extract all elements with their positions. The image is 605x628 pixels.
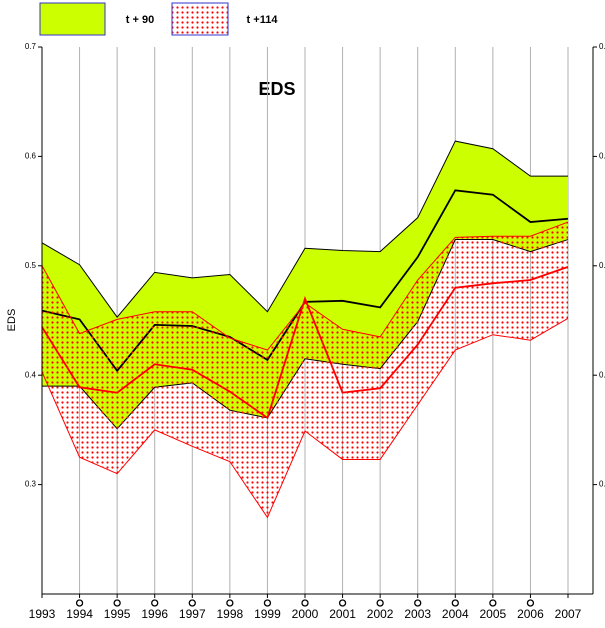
x-tick-label: 2006 bbox=[517, 607, 544, 621]
legend-swatch bbox=[171, 2, 229, 36]
x-tick-label: 1996 bbox=[141, 607, 168, 621]
y-axis-label: EDS bbox=[6, 309, 18, 332]
y2-tick-label: 0.4 bbox=[599, 370, 605, 379]
y2-tick-label: 0.3 bbox=[599, 480, 605, 489]
x-tick-label: 2004 bbox=[442, 607, 469, 621]
x-tick-marker bbox=[489, 599, 497, 607]
x-tick-marker bbox=[376, 599, 384, 607]
x-tick-marker bbox=[301, 599, 309, 607]
x-tick-marker bbox=[188, 599, 196, 607]
x-tick-label: 2000 bbox=[292, 607, 319, 621]
y2-tick-label: 0.7 bbox=[599, 42, 605, 51]
x-tick-label: 1999 bbox=[254, 607, 281, 621]
y-tick-label: 0.3 bbox=[25, 480, 37, 489]
band-area bbox=[42, 222, 568, 518]
x-tick-label: 1997 bbox=[179, 607, 206, 621]
chart-title: EDS bbox=[258, 79, 295, 99]
legend-label: t + 90 bbox=[126, 14, 154, 26]
x-tick-marker bbox=[451, 599, 459, 607]
x-tick-marker bbox=[338, 599, 347, 607]
y2-tick-label: 0.5 bbox=[599, 261, 605, 270]
x-tick-label: 1995 bbox=[104, 607, 131, 621]
x-tick-marker bbox=[263, 599, 272, 607]
band-edge bbox=[41, 221, 569, 351]
band-edge bbox=[41, 317, 569, 519]
y2-tick-label: 0.6 bbox=[599, 152, 605, 161]
x-tick-label: 1993 bbox=[29, 607, 56, 621]
y-tick-label: 0.5 bbox=[25, 261, 37, 270]
line bbox=[41, 266, 569, 420]
x-tick-marker bbox=[75, 599, 84, 607]
x-tick-label: 2003 bbox=[404, 607, 431, 621]
y-tick-label: 0.7 bbox=[25, 42, 37, 51]
x-tick-label: 2007 bbox=[555, 607, 582, 621]
legend-swatch bbox=[39, 2, 106, 36]
y-tick-label: 0.6 bbox=[25, 152, 37, 161]
x-tick-label: 2002 bbox=[367, 607, 394, 621]
x-tick-marker bbox=[151, 599, 159, 607]
x-tick-label: 1998 bbox=[217, 607, 244, 621]
x-tick-marker bbox=[113, 599, 121, 607]
legend-label: t +114 bbox=[247, 14, 279, 26]
x-tick-label: 2001 bbox=[329, 607, 356, 621]
y-tick-label: 0.4 bbox=[25, 370, 37, 379]
band-edge bbox=[41, 140, 568, 319]
x-tick-label: 2005 bbox=[480, 607, 507, 621]
x-tick-marker bbox=[526, 599, 535, 607]
x-tick-label: 1994 bbox=[66, 607, 93, 621]
x-tick-marker bbox=[414, 599, 422, 607]
x-tick-marker bbox=[226, 599, 234, 607]
